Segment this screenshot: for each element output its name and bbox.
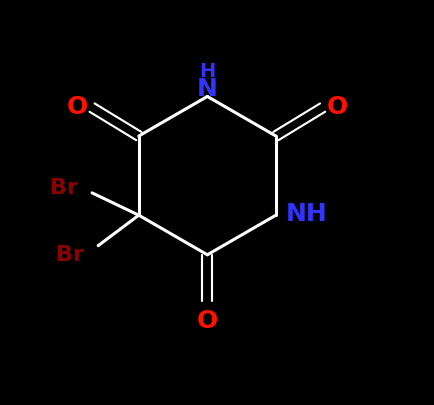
Text: H: H [199,62,215,80]
Text: NH: NH [286,202,327,226]
Text: Br: Br [56,244,84,264]
Text: O: O [326,94,347,118]
Text: O: O [196,308,217,332]
Text: O: O [67,94,88,118]
Text: Br: Br [50,177,78,197]
Text: N: N [197,77,217,101]
